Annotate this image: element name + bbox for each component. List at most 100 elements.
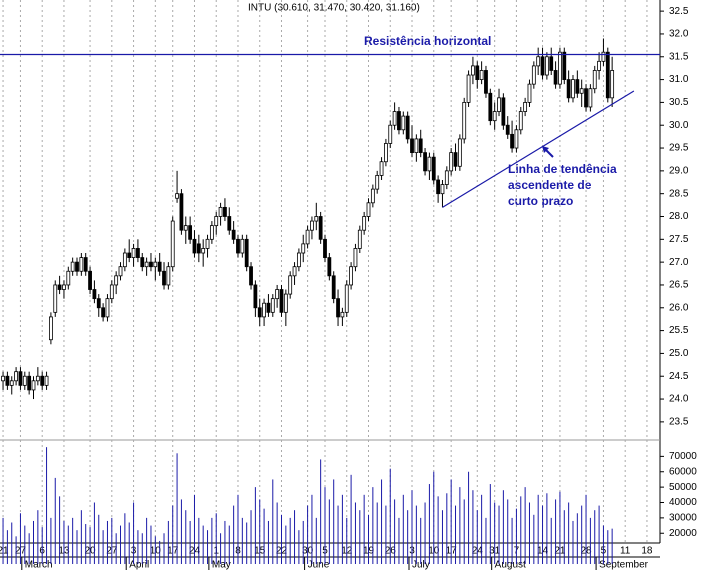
- candle-body: [101, 307, 106, 318]
- candle-body: [318, 216, 323, 240]
- candle-body: [92, 289, 97, 300]
- candle-body: [49, 316, 53, 341]
- y-tick-label: 31.5: [669, 51, 689, 62]
- y-tick-label: 26.5: [669, 280, 689, 291]
- candle-body: [453, 152, 458, 167]
- candle-body: [283, 293, 288, 313]
- candle-body: [192, 238, 197, 254]
- candle-body: [279, 289, 284, 313]
- candle-body: [314, 216, 319, 222]
- candle-body: [327, 257, 332, 277]
- candle-body: [214, 216, 219, 227]
- y-tick-label: 29.5: [669, 143, 689, 154]
- candle-body: [218, 206, 223, 217]
- candle-body: [462, 102, 467, 140]
- volume-tick-label: 60000: [669, 466, 697, 477]
- candle-body: [66, 270, 71, 286]
- candle-body: [605, 51, 610, 99]
- candle-body: [370, 188, 375, 204]
- candle-body: [170, 220, 175, 268]
- candle-body: [262, 302, 266, 318]
- candle-body: [601, 51, 606, 62]
- volume-tick-label: 30000: [669, 513, 697, 524]
- candle-body: [79, 257, 84, 272]
- resistance-label: Resistência horizontal: [364, 34, 491, 48]
- candle-body: [444, 170, 449, 185]
- candle-body: [497, 97, 501, 112]
- candle-body: [296, 252, 301, 268]
- y-tick-label: 29.0: [669, 166, 689, 177]
- candle-body: [418, 138, 423, 154]
- candle-body: [331, 275, 336, 300]
- candle-body: [584, 88, 588, 108]
- candle-body: [257, 307, 262, 318]
- candle-body: [510, 133, 514, 149]
- candle-body: [105, 298, 110, 318]
- candle-body: [518, 111, 523, 131]
- candle-body: [553, 70, 558, 85]
- candle-body: [353, 248, 358, 268]
- y-tick-label: 25.5: [669, 325, 689, 336]
- trend-label: curto prazo: [508, 194, 573, 208]
- candle-body: [536, 56, 541, 67]
- candle-body: [196, 243, 201, 254]
- candle-body: [118, 266, 123, 277]
- month-label: July: [412, 560, 430, 570]
- y-tick-label: 30.5: [669, 97, 689, 108]
- candle-body: [175, 193, 179, 199]
- candle-body: [14, 371, 18, 382]
- candle-body: [122, 252, 127, 268]
- candle-body: [305, 229, 310, 245]
- candle-body: [414, 138, 419, 154]
- candle-body: [571, 79, 575, 99]
- candle-body: [88, 270, 92, 290]
- candle-body: [457, 138, 462, 167]
- candle-body: [127, 252, 132, 258]
- candle-body: [488, 92, 493, 122]
- candle-body: [379, 161, 384, 176]
- candle-body: [157, 261, 162, 272]
- candle-body: [166, 266, 171, 286]
- candle-body: [62, 284, 66, 290]
- candle-body: [336, 298, 340, 318]
- candle-body: [227, 216, 232, 231]
- volume-tick-label: 50000: [669, 482, 697, 493]
- month-label: March: [25, 560, 53, 570]
- candle-body: [540, 56, 545, 76]
- candle-body: [310, 220, 314, 231]
- candle-body: [149, 261, 153, 268]
- candle-body: [266, 302, 271, 313]
- candle-body: [57, 284, 62, 290]
- candle-body: [431, 156, 436, 181]
- candle-body: [270, 298, 275, 313]
- candle-body: [162, 270, 166, 286]
- candle-body: [144, 261, 149, 268]
- candle-body: [531, 65, 536, 85]
- candle-body: [188, 225, 193, 240]
- candle-body: [109, 284, 114, 300]
- candle-body: [597, 60, 601, 71]
- y-tick-label: 27.0: [669, 257, 689, 268]
- candle-body: [9, 380, 14, 386]
- candle-body: [183, 225, 188, 231]
- candle-body: [288, 275, 293, 295]
- x-tick-label: 21: [0, 546, 9, 557]
- candle-body: [588, 88, 593, 108]
- candle-body: [231, 229, 236, 240]
- candle-body: [501, 97, 506, 126]
- candle-body: [83, 257, 88, 272]
- candle-body: [610, 70, 615, 99]
- candle-body: [236, 238, 240, 254]
- candle-body: [22, 375, 27, 386]
- candle-body: [240, 238, 245, 254]
- candle-body: [384, 143, 388, 163]
- y-tick-label: 32.0: [669, 29, 689, 40]
- candle-body: [592, 70, 597, 90]
- candle-body: [40, 375, 45, 386]
- candle-body: [427, 156, 432, 172]
- candle-body: [131, 248, 136, 258]
- candle-body: [244, 238, 249, 268]
- candle-body: [549, 56, 554, 71]
- candle-body: [340, 311, 345, 318]
- candle-body: [544, 56, 549, 76]
